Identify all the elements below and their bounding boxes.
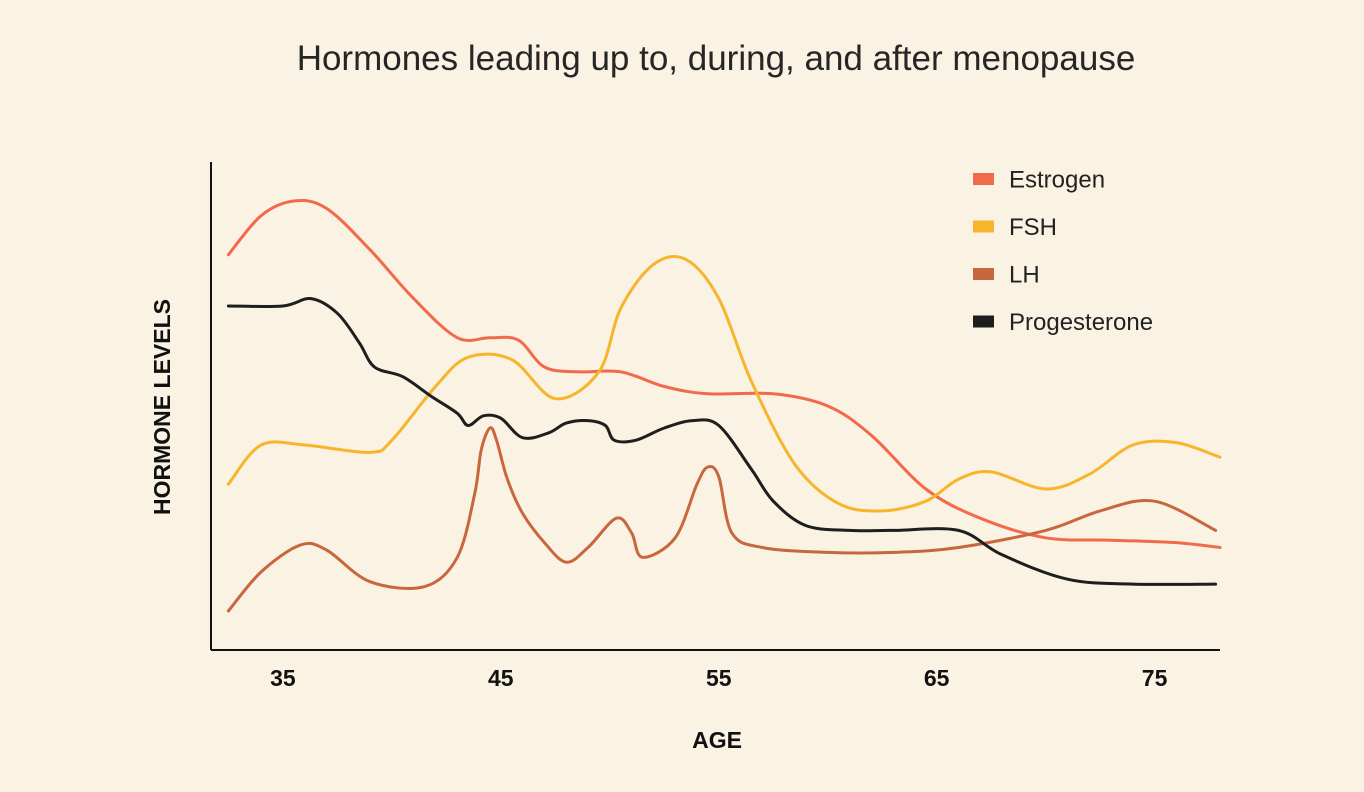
x-tick-label: 55: [706, 665, 732, 691]
series-line-progesterone: [226, 297, 1218, 586]
legend-label: FSH: [1009, 214, 1057, 241]
series-line-lh: [226, 426, 1218, 613]
legend: Estrogen FSH LH Progesterone: [973, 167, 1153, 336]
legend-label: Estrogen: [1009, 167, 1105, 194]
legend-label: Progesterone: [1009, 309, 1153, 336]
x-tick-label: 35: [270, 665, 296, 691]
series-line-estrogen: [226, 198, 1222, 549]
legend-swatch: [973, 220, 994, 233]
y-axis-label: HORMONE LEVELS: [149, 299, 175, 515]
legend-item-progesterone: Progesterone: [973, 309, 1153, 336]
legend-swatch: [973, 315, 994, 328]
legend-label: LH: [1009, 262, 1040, 289]
legend-swatch: [973, 173, 994, 185]
legend-swatch: [973, 268, 994, 280]
chart-title: Hormones leading up to, during, and afte…: [297, 39, 1136, 78]
x-tick-labels: 35 45 55 65 75: [270, 665, 1167, 691]
x-tick-label: 45: [488, 665, 514, 691]
legend-item-fsh: FSH: [973, 214, 1057, 241]
x-tick-label: 75: [1142, 665, 1168, 691]
x-tick-label: 65: [924, 665, 950, 691]
series-layer: [226, 198, 1222, 613]
x-axis-label: AGE: [692, 727, 742, 753]
legend-item-lh: LH: [973, 262, 1040, 289]
series-line-fsh: [226, 254, 1222, 513]
legend-item-estrogen: Estrogen: [973, 167, 1105, 194]
